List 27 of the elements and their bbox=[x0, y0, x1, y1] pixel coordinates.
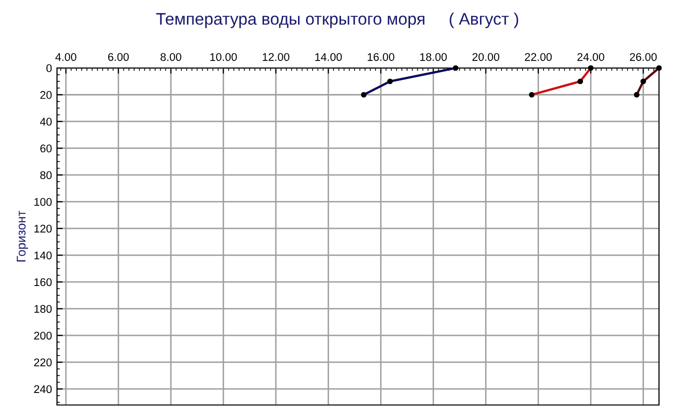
y-tick-label: 220 bbox=[34, 358, 52, 366]
y-tick-label: 80 bbox=[40, 171, 52, 180]
x-tick-label: 14.00 bbox=[315, 53, 342, 61]
x-tick-label: 10.00 bbox=[210, 53, 237, 61]
y-tick-label: 180 bbox=[34, 304, 52, 313]
y-tick-label: 140 bbox=[34, 251, 52, 260]
x-tick-label: 18.00 bbox=[420, 53, 447, 61]
x-tick-label: 16.00 bbox=[368, 53, 394, 61]
x-tick-label: 6.00 bbox=[108, 53, 129, 61]
x-tick-label: 26.00 bbox=[630, 53, 657, 61]
y-tick-label: 240 bbox=[34, 385, 52, 394]
y-tick-label: 200 bbox=[34, 332, 52, 340]
x-tick-label: 20.00 bbox=[472, 53, 500, 61]
y-axis-title: Горизонт bbox=[16, 210, 28, 262]
x-tick-label: 4.00 bbox=[55, 53, 76, 61]
x-tick-label: 22.00 bbox=[524, 53, 552, 61]
y-tick-label: 40 bbox=[40, 118, 52, 126]
x-tick-label: 24.00 bbox=[577, 53, 604, 61]
y-tick-label: 20 bbox=[40, 91, 52, 99]
y-tick-label: 120 bbox=[34, 224, 52, 233]
y-tick-label: 60 bbox=[40, 144, 52, 152]
x-tick-label: 12.00 bbox=[262, 53, 290, 61]
y-tick-label: 0 bbox=[46, 64, 52, 72]
y-tick-label: 100 bbox=[34, 198, 52, 206]
y-tick-label: 160 bbox=[34, 278, 52, 286]
chart-title: Температура воды открытого моря ( Август ) bbox=[156, 12, 518, 28]
x-tick-label: 8.00 bbox=[160, 53, 182, 61]
